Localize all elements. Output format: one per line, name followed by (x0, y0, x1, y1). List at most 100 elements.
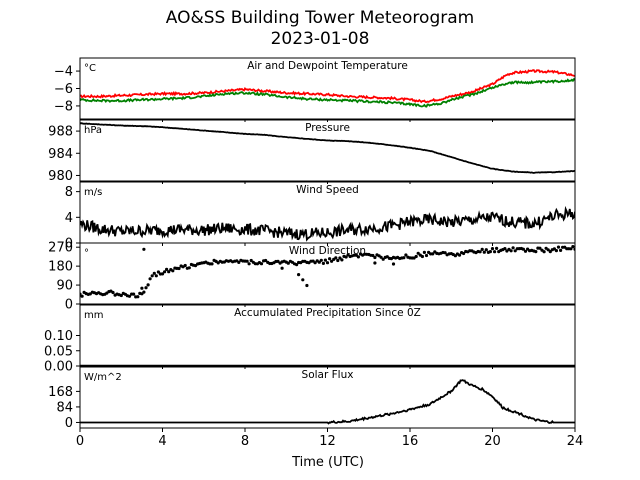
y-tick-label: 988 (48, 125, 73, 140)
data-point (127, 294, 132, 298)
y-tick-label: 4 (65, 211, 73, 226)
data-point (325, 261, 330, 265)
panel-unit-label: mm (84, 310, 103, 321)
data-point (523, 249, 528, 253)
data-point (391, 262, 396, 266)
y-tick-label: 984 (48, 147, 73, 162)
panel-unit-label: °C (84, 63, 96, 74)
data-point (286, 261, 290, 265)
data-point (422, 250, 426, 254)
data-point (559, 248, 563, 252)
data-point (301, 278, 305, 282)
data-point (488, 250, 492, 254)
panel-unit-label: m/s (84, 187, 102, 198)
panel-pressure: 988 984 980 hPa Pressure (48, 119, 576, 184)
data-point (462, 251, 466, 256)
data-point (503, 247, 507, 251)
y-tick-label: 168 (48, 385, 73, 400)
y-tick-label: 270 (48, 241, 73, 256)
data-point (132, 292, 136, 296)
data-point (509, 249, 513, 253)
panel-title: Air and Dewpoint Temperature (247, 60, 408, 72)
y-tick-label: 0.10 (44, 329, 73, 344)
y-tick-label: 0 (65, 416, 73, 431)
panel-unit-label: hPa (84, 125, 102, 136)
y-tick-label: 84 (56, 400, 73, 415)
data-point (513, 249, 517, 253)
x-tick-label: 8 (241, 434, 249, 449)
data-point (404, 253, 408, 257)
panel-unit-label: ° (84, 248, 89, 259)
data-point (478, 250, 482, 254)
series-line-pressure (80, 122, 575, 174)
y-tick-label: 980 (48, 169, 73, 184)
series-line-wind_speed (80, 205, 575, 242)
data-point (142, 290, 146, 294)
panel-unit-label: W/m^2 (84, 372, 122, 383)
x-tick-label: 20 (484, 434, 501, 449)
y-tick-label: 0 (65, 298, 73, 313)
panel-temperature: −4 −6 −8 °C Air and Dewpoint Temperature (54, 57, 576, 122)
y-tick-label: −8 (54, 99, 73, 114)
data-point (542, 250, 546, 254)
data-point (280, 266, 284, 270)
panel-title: Wind Direction (289, 245, 366, 257)
panel-title: Wind Speed (296, 184, 359, 196)
panel-precip: 0.100.050.00 mm Accumulated Precipitation … (44, 304, 576, 375)
data-point (484, 248, 488, 252)
y-tick-label: −4 (54, 65, 73, 80)
data-point (431, 252, 435, 256)
data-point (237, 260, 241, 264)
panel-wind_direction: 270 180 90 0 ° Wind Direction (48, 241, 576, 313)
data-point (148, 277, 152, 281)
x-tick-label: 24 (567, 434, 584, 449)
data-point (381, 257, 385, 261)
data-point (414, 254, 418, 259)
data-point (259, 262, 264, 266)
x-tick-label: 0 (76, 434, 84, 449)
data-point (344, 255, 348, 259)
data-point (80, 294, 84, 298)
data-point (146, 283, 150, 287)
data-point (356, 255, 360, 259)
chart-title: AO&SS Building Tower Meteorogram (165, 8, 475, 28)
data-point (373, 255, 377, 260)
panel-title: Accumulated Precipitation Since 0Z (234, 307, 421, 319)
y-tick-label: 180 (48, 260, 73, 275)
data-point (264, 258, 268, 263)
wind-direction-points (80, 245, 575, 299)
data-point (521, 247, 526, 251)
data-point (210, 262, 214, 266)
data-point (330, 259, 334, 263)
chart-subtitle: 2023-01-08 (270, 29, 370, 49)
y-tick-label: 90 (56, 279, 73, 294)
data-point (323, 258, 327, 262)
series-line-solar (80, 379, 575, 425)
data-point (156, 270, 160, 274)
data-point (245, 259, 249, 263)
data-point (154, 274, 158, 278)
data-point (495, 246, 499, 250)
data-point (493, 250, 497, 254)
data-point (373, 261, 377, 265)
data-point (569, 247, 573, 251)
data-point (140, 286, 144, 290)
y-tick-label: 0 (65, 237, 73, 252)
y-tick-label: 0.05 (44, 344, 73, 359)
x-tick-label: 4 (158, 434, 166, 449)
data-point (334, 256, 338, 260)
data-point (111, 290, 115, 295)
data-point (546, 248, 550, 252)
data-point (554, 249, 559, 253)
data-point (295, 263, 299, 267)
data-point (328, 257, 332, 261)
data-point (379, 255, 383, 259)
data-point (511, 246, 515, 250)
data-point (556, 245, 561, 249)
data-point (297, 273, 301, 277)
data-point (163, 270, 167, 274)
data-point (119, 293, 123, 298)
data-point (152, 271, 156, 275)
series-line-temperature (80, 77, 575, 108)
